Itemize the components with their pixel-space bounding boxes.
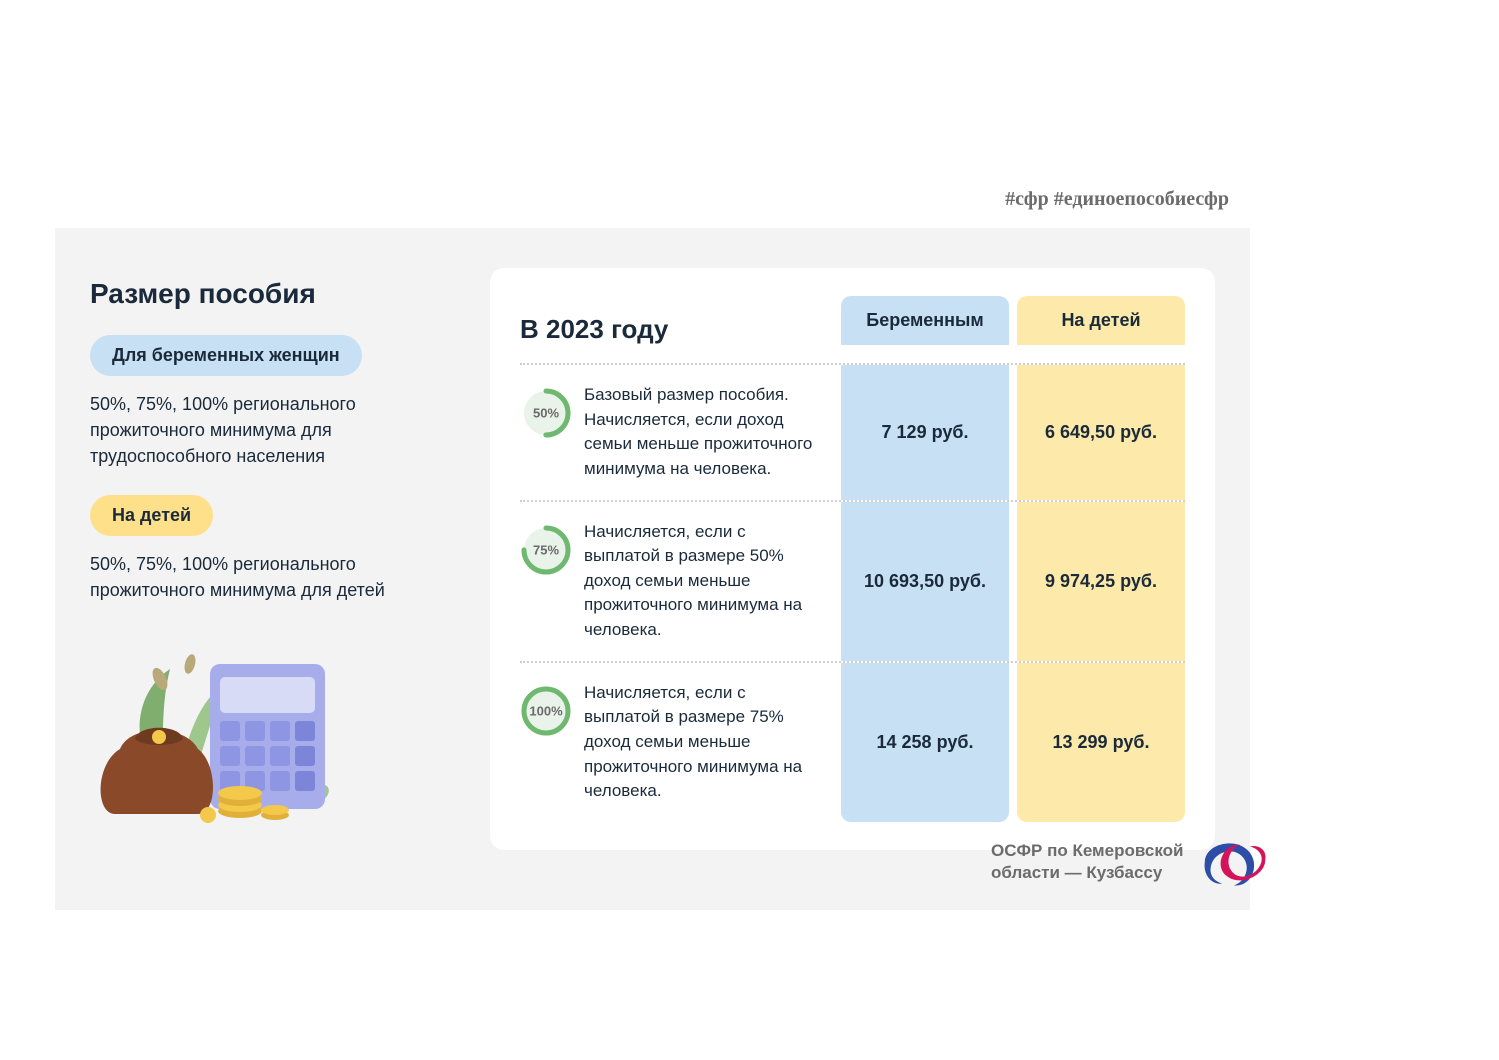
footer-org-text: ОСФР по Кемеровской области — Кузбассу — [991, 840, 1191, 884]
percent-badge-icon: 100% — [520, 685, 572, 737]
year-title: В 2023 году — [520, 314, 833, 345]
row-description: Начисляется, если с выплатой в размере 7… — [584, 663, 833, 822]
value-pregnant: 14 258 руб. — [841, 663, 1009, 822]
percent-label: 75% — [533, 542, 559, 557]
children-desc: 50%, 75%, 100% регионального прожиточног… — [90, 551, 460, 603]
col-head-children: На детей — [1017, 296, 1185, 345]
hashtags-text: #сфр #единоепособиесфр — [1005, 188, 1229, 211]
page-title: Размер пособия — [90, 278, 460, 310]
left-column: Размер пособия Для беременных женщин 50%… — [90, 268, 460, 850]
children-pill: На детей — [90, 495, 213, 536]
main-panel: Размер пособия Для беременных женщин 50%… — [55, 228, 1250, 910]
value-pregnant: 7 129 руб. — [841, 365, 1009, 500]
table-row: 50% Базовый размер пособия. Начисляется, … — [520, 363, 1185, 500]
table-row: 75% Начисляется, если с выплатой в размер… — [520, 500, 1185, 661]
table-body: 50% Базовый размер пособия. Начисляется, … — [520, 363, 1185, 822]
value-children: 9 974,25 руб. — [1017, 502, 1185, 661]
pregnant-pill: Для беременных женщин — [90, 335, 362, 376]
percent-label: 50% — [533, 406, 559, 421]
value-children: 13 299 руб. — [1017, 663, 1185, 822]
percent-badge-icon: 50% — [520, 387, 572, 439]
table-header-row: В 2023 году Беременным На детей — [520, 296, 1185, 345]
percent-badge-icon: 75% — [520, 524, 572, 576]
percent-label: 100% — [529, 703, 562, 718]
value-pregnant: 10 693,50 руб. — [841, 502, 1009, 661]
footer-org: ОСФР по Кемеровской области — Кузбассу — [991, 832, 1275, 892]
content-row: Размер пособия Для беременных женщин 50%… — [55, 268, 1250, 850]
row-description: Базовый размер пособия. Начисляется, есл… — [584, 365, 833, 500]
wallet-calculator-illustration — [90, 629, 360, 829]
table-row: 100% Начисляется, если с выплатой в разме… — [520, 661, 1185, 822]
col-head-pregnant: Беременным — [841, 296, 1009, 345]
value-children: 6 649,50 руб. — [1017, 365, 1185, 500]
pregnant-desc: 50%, 75%, 100% регионального прожиточног… — [90, 391, 460, 469]
sfr-logo-icon — [1197, 832, 1275, 892]
year-table-card: В 2023 году Беременным На детей 50% Базов… — [490, 268, 1215, 850]
row-description: Начисляется, если с выплатой в размере 5… — [584, 502, 833, 661]
calculator-icon — [210, 664, 325, 809]
